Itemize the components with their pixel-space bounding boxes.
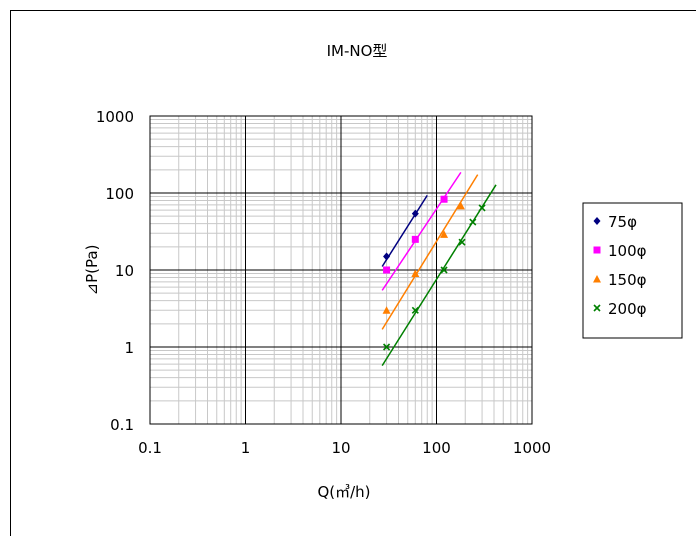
fit-line-3 [381, 184, 497, 367]
x-tick-label: 0.1 [138, 439, 162, 457]
data-point [411, 209, 419, 218]
legend-label: 150φ [608, 271, 647, 289]
data-point [440, 195, 448, 203]
x-tick-label: 10 [331, 439, 350, 457]
data-point [411, 306, 419, 314]
data-point [382, 306, 391, 314]
data-point [383, 266, 391, 274]
major-grid [150, 116, 532, 424]
legend-marker [593, 304, 601, 312]
chart-title: IM-NO型 [327, 42, 388, 60]
legend-box [582, 202, 683, 339]
y-axis-label: ⊿P(Pa) [83, 245, 101, 296]
x-tick-label: 100 [422, 439, 451, 457]
fit-line-1 [381, 171, 462, 291]
data-point [382, 343, 391, 351]
fit-line-2 [381, 174, 479, 330]
legend-label: 75φ [608, 213, 637, 231]
data-point [478, 204, 486, 212]
data-point [411, 269, 420, 278]
x-axis-label: Q(㎥/h) [317, 483, 370, 501]
data-point [469, 218, 477, 226]
y-tick-label: 10 [115, 262, 134, 280]
y-tick-label: 100 [105, 185, 134, 203]
y-tick-labels: 0.1 1 10 100 1000 [96, 108, 134, 434]
plot-area-border [149, 115, 533, 425]
data-markers [382, 195, 486, 351]
data-point [440, 230, 449, 238]
legend-marker [593, 217, 601, 225]
chart-frame [10, 10, 696, 536]
x-tick-labels: 0.1 1 10 100 1000 [138, 439, 551, 457]
x-tick-label: 1000 [513, 439, 551, 457]
legend-label: 200φ [608, 300, 647, 318]
data-point [440, 266, 448, 274]
data-point [458, 238, 466, 246]
y-tick-label: 1000 [96, 108, 134, 126]
data-point [411, 235, 419, 243]
x-tick-label: 1 [241, 439, 251, 457]
y-tick-label: 1 [124, 339, 134, 357]
data-point [383, 252, 391, 261]
fit-lines [381, 171, 497, 367]
legend-marker [593, 246, 601, 254]
legend: 75φ 100φ 150φ 200φ [593, 213, 647, 318]
legend-marker [593, 275, 601, 283]
legend-label: 100φ [608, 242, 647, 260]
y-tick-label: 0.1 [110, 416, 134, 434]
fit-line-0 [381, 194, 428, 267]
data-point [456, 201, 465, 210]
